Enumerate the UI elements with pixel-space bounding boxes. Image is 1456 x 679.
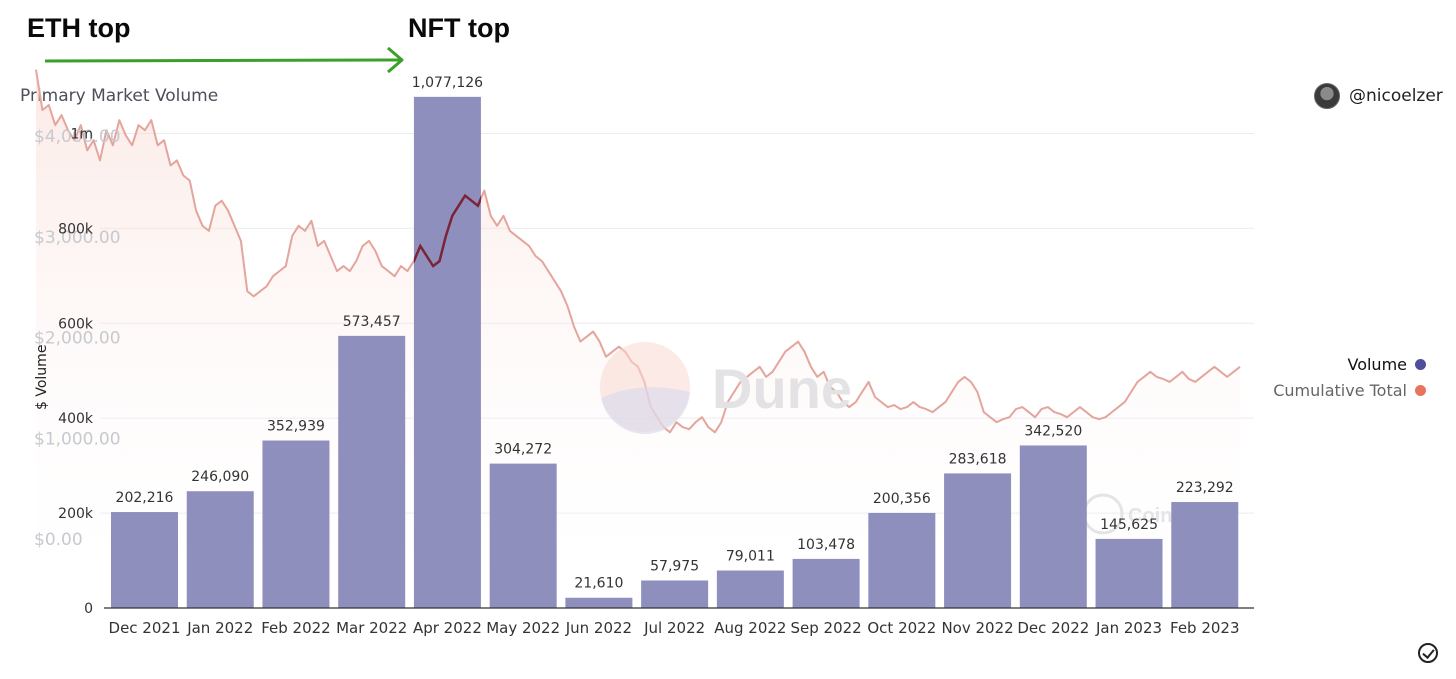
bar-value-label: 283,618 [949, 451, 1007, 467]
volume-bar [716, 570, 784, 608]
volume-axis-tick-label: 800k [58, 221, 94, 237]
check-circle-icon[interactable] [1418, 643, 1438, 663]
legend-item-cumulative[interactable]: Cumulative Total [1273, 377, 1426, 403]
x-tick-label: Jul 2022 [643, 619, 705, 637]
x-tick-label: Jun 2022 [565, 619, 632, 637]
bar-value-label: 200,356 [873, 491, 931, 507]
y-tick-labels: $0.00 $1,000.00 $2,000.00 $3,000.00 $4,000.0… [34, 126, 121, 617]
volume-bar [1019, 445, 1087, 608]
eth-price-area [36, 69, 1240, 608]
x-tick-labels: Dec 2021 Jan 2022 Feb 2022 Mar 2022 Apr 2022… [109, 619, 1240, 637]
bar-value-labels: 202,216 246,090 352,939 573,457 1,077,126 304… [116, 75, 1234, 592]
volume-axis-tick-label: 400k [58, 411, 94, 427]
annotation-arrow [44, 46, 404, 74]
legend: Volume Cumulative Total [1273, 351, 1426, 403]
volume-bar [1095, 538, 1163, 608]
legend-dot-volume [1415, 358, 1426, 370]
bar-value-label: 202,216 [116, 490, 174, 506]
volume-axis-tick-label: 0 [84, 601, 93, 617]
nft-top-annotation: NFT top [408, 13, 510, 43]
volume-axis-tick-label: 1m [70, 126, 93, 142]
volume-bar [186, 491, 254, 608]
eth-axis-tick-label: $0.00 [34, 530, 83, 550]
eth-axis-tick-label: $3,000.00 [34, 228, 121, 248]
volume-bar [338, 335, 406, 608]
x-tick-label: Jan 2023 [1095, 619, 1162, 637]
bar-value-label: 57,975 [650, 558, 699, 574]
volume-bar [641, 580, 709, 608]
bar-value-label: 573,457 [343, 314, 401, 330]
avatar [1314, 83, 1340, 109]
x-tick-label: Nov 2022 [941, 619, 1013, 637]
x-tick-label: Aug 2022 [714, 619, 786, 637]
bar-value-label: 145,625 [1100, 517, 1158, 533]
bar-value-label: 352,939 [267, 419, 325, 435]
author-tag[interactable]: @nicoelzer [1314, 83, 1443, 109]
volume-bar [868, 512, 936, 608]
bar-value-label: 1,077,126 [412, 75, 483, 91]
legend-label-cumulative: Cumulative Total [1273, 380, 1407, 400]
volume-bar [111, 512, 178, 608]
x-tick-label: May 2022 [486, 619, 560, 637]
volume-bar [565, 597, 633, 608]
bar-value-label: 342,520 [1024, 423, 1082, 439]
eth-top-annotation: ETH top [27, 13, 131, 43]
volume-bar [489, 463, 557, 608]
legend-label-volume: Volume [1347, 354, 1407, 374]
dune-logo-wave [601, 387, 690, 435]
chart-title: Primary Market Volume [20, 86, 219, 106]
legend-dot-cumulative [1415, 384, 1426, 396]
x-tick-label: Jan 2022 [186, 619, 253, 637]
bar-layer [104, 96, 1254, 609]
x-tick-label: Dec 2022 [1017, 619, 1089, 637]
bar-value-label: 103,478 [797, 537, 855, 553]
annotation-arrow-head [387, 46, 404, 74]
volume-axis-tick-label: 200k [58, 506, 94, 522]
dune-watermark: Dune [712, 357, 852, 420]
legend-item-volume[interactable]: Volume [1273, 351, 1426, 377]
annotation-arrow-line [44, 58, 401, 63]
eth-axis-tick-label: $1,000.00 [34, 429, 121, 449]
x-tick-label: Sep 2022 [790, 619, 861, 637]
volume-axis-tick-label: 600k [58, 316, 94, 332]
volume-bar [1171, 502, 1239, 608]
eth-axis-tick-label: $2,000.00 [34, 329, 121, 349]
x-tick-label: Feb 2023 [1170, 619, 1240, 637]
bar-value-label: 79,011 [726, 549, 775, 565]
x-tick-label: Dec 2021 [109, 619, 181, 637]
volume-bar [413, 96, 481, 609]
bar-value-label: 304,272 [494, 442, 552, 458]
x-tick-label: Apr 2022 [413, 619, 482, 637]
volume-bar [944, 473, 1012, 608]
author-handle: @nicoelzer [1349, 86, 1443, 106]
bar-value-label: 246,090 [191, 469, 249, 485]
x-tick-label: Oct 2022 [867, 619, 936, 637]
bar-value-label: 21,610 [574, 576, 623, 592]
x-tick-label: Mar 2022 [336, 619, 407, 637]
y-axis-label: $ Volume [34, 344, 50, 410]
volume-bar [792, 558, 860, 608]
volume-bar [262, 440, 330, 608]
x-tick-label: Feb 2022 [261, 619, 331, 637]
bar-value-label: 223,292 [1176, 480, 1234, 496]
eth-axis-tick-label: $4,000.00 [34, 127, 121, 147]
